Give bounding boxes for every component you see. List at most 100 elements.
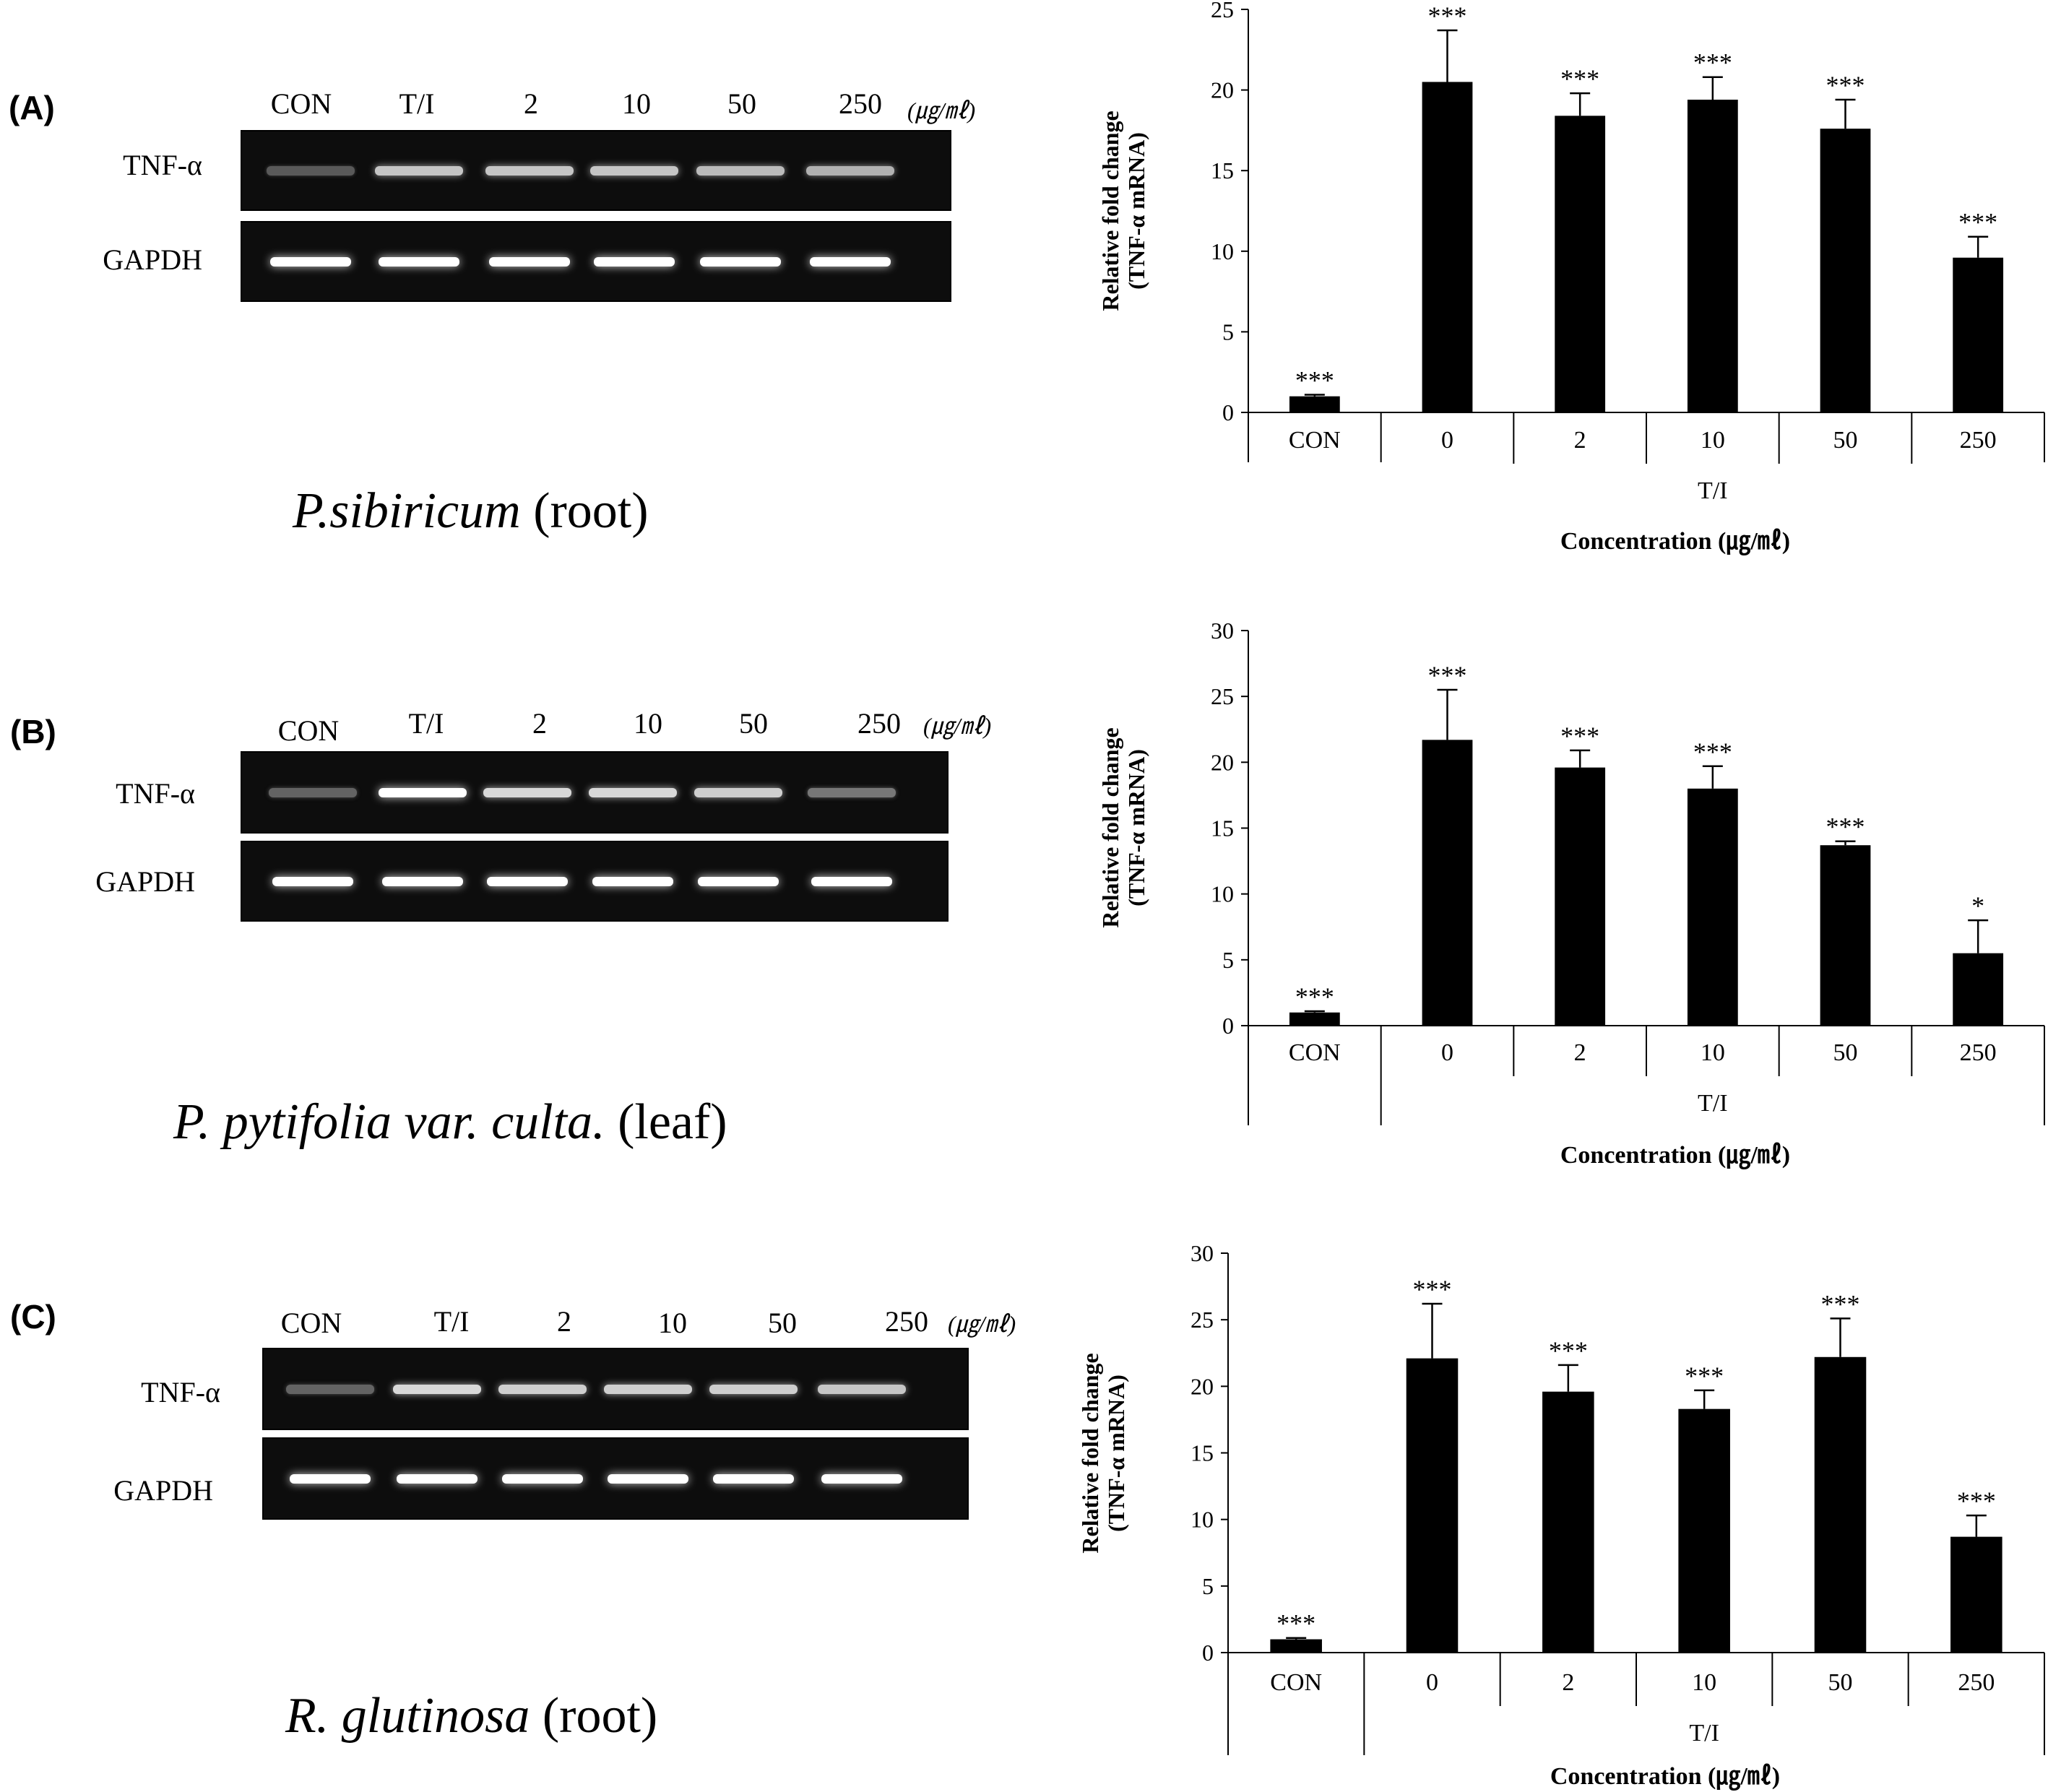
x-axis-label: Concentration (㎍/㎖) xyxy=(1560,528,1790,556)
caption-part: (root) xyxy=(533,483,649,539)
gel-band xyxy=(594,257,675,267)
gel-band xyxy=(818,1385,906,1394)
significance-marker: *** xyxy=(1560,722,1599,750)
y-tick-label: 10 xyxy=(1211,881,1234,907)
category-label: CON xyxy=(1270,1669,1322,1696)
significance-marker: *** xyxy=(1826,813,1865,841)
unit-label: (㎍/㎖) xyxy=(923,713,992,739)
significance-marker: *** xyxy=(1428,661,1467,690)
gel-band xyxy=(604,1385,692,1394)
gene-label-tnf: TNF-α xyxy=(123,149,202,181)
panel-label: (C) xyxy=(10,1298,56,1336)
significance-marker: *** xyxy=(1276,1609,1315,1638)
gel-band xyxy=(498,1385,587,1394)
category-label: 0 xyxy=(1441,427,1453,454)
bar xyxy=(1814,1356,1867,1653)
gel-band xyxy=(382,877,463,886)
gel-band xyxy=(592,877,673,886)
bar xyxy=(1289,396,1340,412)
category-label: 0 xyxy=(1426,1669,1438,1696)
bar xyxy=(1678,1408,1730,1653)
y-tick-label: 25 xyxy=(1211,683,1234,709)
significance-marker: *** xyxy=(1826,71,1865,100)
lane-label: 10 xyxy=(634,707,662,740)
gene-label-gapdh: GAPDH xyxy=(95,865,195,898)
bar xyxy=(1555,116,1606,412)
figure-caption: R. glutinosa (root) xyxy=(285,1687,657,1745)
gel-band xyxy=(709,1385,798,1394)
bar xyxy=(1820,129,1871,412)
gel-band xyxy=(269,788,357,797)
y-tick-label: 15 xyxy=(1211,157,1234,183)
lane-label: T/I xyxy=(433,1305,470,1338)
significance-marker: *** xyxy=(1549,1336,1588,1365)
group-label: T/I xyxy=(1698,1090,1728,1117)
significance-marker: *** xyxy=(1413,1275,1452,1304)
gel-band xyxy=(375,166,463,176)
y-tick-label: 20 xyxy=(1191,1373,1214,1399)
gel-tnf xyxy=(262,1348,969,1430)
lane-label: 10 xyxy=(658,1307,687,1339)
significance-marker: *** xyxy=(1295,365,1334,394)
x-axis-label: Concentration (㎍/㎖) xyxy=(1560,1142,1790,1170)
y-tick-label: 5 xyxy=(1202,1573,1214,1599)
gel-band xyxy=(590,166,678,176)
panel-label: (A) xyxy=(9,89,55,126)
y-axis-label: (TNF-α mRNA) xyxy=(1103,1375,1129,1532)
y-axis-label: (TNF-α mRNA) xyxy=(1123,132,1149,290)
gel-gapdh xyxy=(241,221,951,302)
gel-tnf xyxy=(241,751,949,834)
y-tick-label: 0 xyxy=(1202,1640,1214,1666)
bar xyxy=(1422,740,1473,1026)
y-tick-label: 15 xyxy=(1211,815,1234,841)
gel-band xyxy=(393,1385,481,1394)
bar xyxy=(1555,767,1606,1026)
y-axis-label: Relative fold change xyxy=(1097,727,1123,927)
caption-species: R. glutinosa xyxy=(285,1688,530,1744)
gel-band xyxy=(483,788,571,797)
significance-marker: *** xyxy=(1957,1486,1996,1515)
bar xyxy=(1820,845,1871,1026)
bar xyxy=(1270,1639,1322,1653)
lane-label: 250 xyxy=(839,87,882,120)
unit-label: (㎍/㎖) xyxy=(948,1311,1016,1337)
unit-label: (㎍/㎖) xyxy=(907,98,976,124)
significance-marker: * xyxy=(1971,891,1984,920)
category-label: CON xyxy=(1289,427,1341,454)
y-tick-label: 5 xyxy=(1222,319,1234,345)
lane-label: T/I xyxy=(408,707,444,740)
lane-label: CON xyxy=(277,714,340,747)
significance-marker: *** xyxy=(1295,982,1334,1011)
y-tick-label: 15 xyxy=(1191,1440,1214,1466)
caption-part: (root) xyxy=(542,1688,658,1744)
bar xyxy=(1953,953,2004,1026)
gel-band xyxy=(698,877,779,886)
y-tick-label: 30 xyxy=(1211,618,1234,644)
y-tick-label: 25 xyxy=(1211,0,1234,22)
y-tick-label: 25 xyxy=(1191,1307,1214,1333)
y-tick-label: 0 xyxy=(1222,1013,1234,1039)
y-tick-label: 0 xyxy=(1222,399,1234,425)
gel-band xyxy=(589,788,677,797)
y-tick-label: 5 xyxy=(1222,947,1234,973)
y-tick-label: 30 xyxy=(1191,1240,1214,1266)
gel-band xyxy=(270,257,351,267)
x-axis-label: Concentration (㎍/㎖) xyxy=(1550,1763,1780,1791)
panel-label: (B) xyxy=(10,713,56,750)
gel-band xyxy=(290,1474,371,1484)
figure-caption: P.sibiricum (root) xyxy=(293,482,649,540)
bar xyxy=(1289,1012,1340,1026)
gel-band xyxy=(485,166,574,176)
y-tick-label: 10 xyxy=(1191,1507,1214,1533)
gel-gapdh xyxy=(241,841,949,922)
y-tick-label: 10 xyxy=(1211,238,1234,264)
caption-part: (leaf) xyxy=(618,1094,727,1150)
group-label: T/I xyxy=(1698,477,1728,504)
figure-caption: P. pytifolia var. culta. (leaf) xyxy=(173,1094,727,1151)
lane-label: 50 xyxy=(727,87,756,120)
gel-band xyxy=(397,1474,478,1484)
gel-band xyxy=(811,877,892,886)
category-label: 10 xyxy=(1701,427,1725,454)
bar xyxy=(1542,1391,1594,1653)
